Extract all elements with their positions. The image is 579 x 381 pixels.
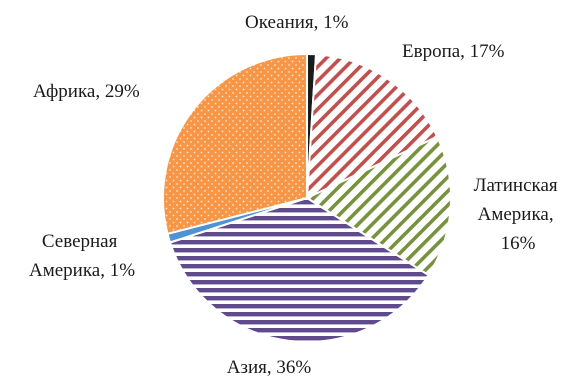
slice-label-europe: Европа, 17% [402, 41, 505, 62]
slice-label-north-america: Северная Америка, 1% [29, 231, 135, 281]
pie-slice-africa [162, 53, 308, 235]
pie-slice-europe [306, 53, 439, 199]
slice-label-asia: Азия, 36% [227, 357, 312, 378]
slice-label-oceania: Океания, 1% [245, 12, 349, 33]
pie-slice-latin-america [306, 135, 452, 277]
slice-label-latin-america: Латинская Америка, 16% [474, 175, 563, 254]
pie-slices [162, 52, 452, 343]
slice-label-africa: Африка, 29% [33, 81, 140, 102]
pie-slice-asia [169, 197, 430, 343]
slice-labels: Океания, 1% Европа, 17% Латинская Америк… [29, 12, 563, 378]
